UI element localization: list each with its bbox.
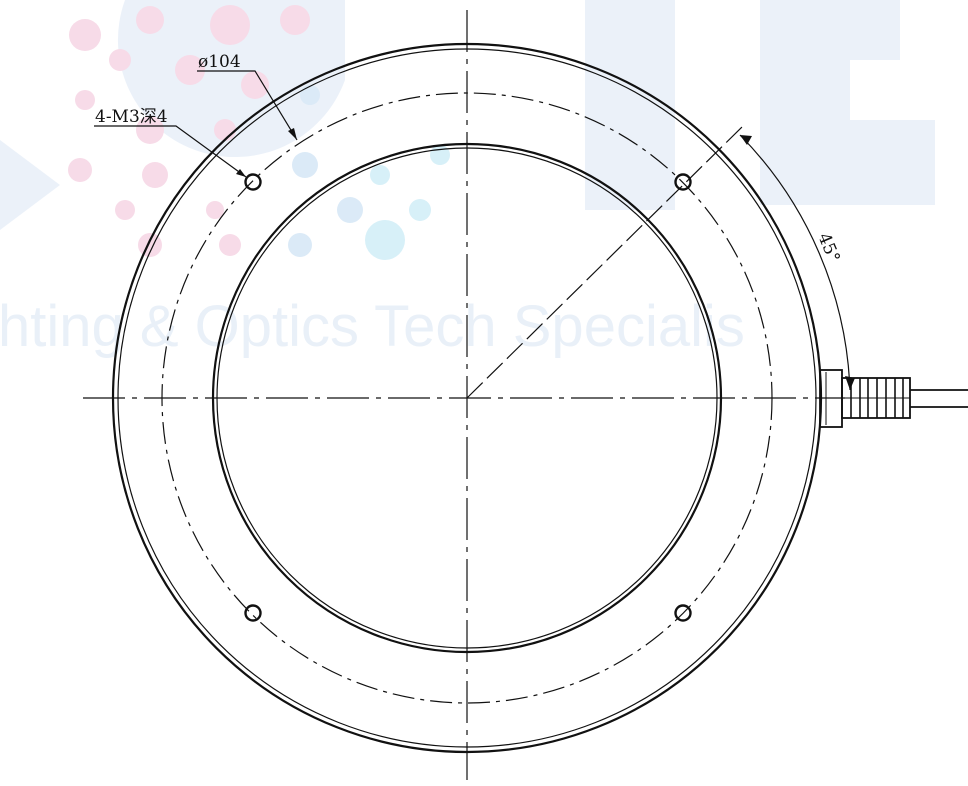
watermark-dots	[68, 5, 450, 260]
bolt-circle	[161, 92, 773, 704]
angle-label: 45°	[813, 230, 843, 266]
diameter-dimension: ø104	[197, 52, 298, 141]
mounting-hole	[244, 173, 262, 191]
mounting-hole	[244, 604, 262, 622]
watermark-text: hting & Optics Tech Specialis	[0, 294, 745, 359]
hole-callout: 4-M3深4	[94, 107, 247, 178]
inner-ring	[211, 142, 723, 654]
mounting-holes	[244, 173, 692, 622]
hole-label: 4-M3深4	[95, 107, 168, 127]
mounting-hole	[674, 604, 692, 622]
mounting-hole	[674, 173, 692, 191]
cable-connector	[819, 369, 968, 428]
diameter-label: ø104	[198, 52, 241, 72]
outer-ring	[111, 42, 823, 754]
watermark-logo	[0, 0, 935, 260]
